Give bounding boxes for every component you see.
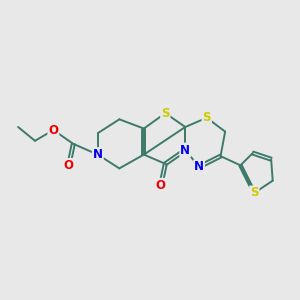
Text: S: S (250, 186, 259, 200)
Text: N: N (93, 148, 103, 161)
Text: S: S (161, 107, 170, 120)
Text: O: O (64, 159, 74, 172)
Text: S: S (202, 111, 211, 124)
Text: O: O (48, 124, 59, 136)
Text: N: N (180, 143, 190, 157)
Text: N: N (194, 160, 204, 173)
Text: O: O (156, 179, 166, 192)
